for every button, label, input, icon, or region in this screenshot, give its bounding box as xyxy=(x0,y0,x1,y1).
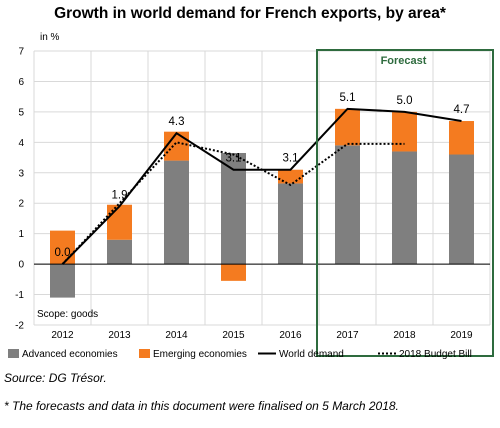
bar-emerging-economies xyxy=(50,230,75,265)
bar-advanced-economies xyxy=(164,160,189,265)
x-tick-label: 2013 xyxy=(108,330,131,341)
budget-bill-line xyxy=(61,141,405,265)
bar-emerging-economies xyxy=(335,108,360,146)
y-tick-label: 1 xyxy=(18,229,24,240)
bar-advanced-economies xyxy=(449,154,474,265)
chart-title: Growth in world demand for French export… xyxy=(54,5,446,22)
y-tick-label: 0 xyxy=(18,260,24,271)
source-note: Source: DG Trésor. xyxy=(4,371,107,385)
data-label: 1.9 xyxy=(112,189,128,201)
y-tick-label: -1 xyxy=(15,290,24,301)
bar-advanced-economies xyxy=(278,183,303,265)
bar-advanced-economies xyxy=(392,151,417,265)
footnote: * The forecasts and data in this documen… xyxy=(4,399,399,413)
bar-emerging-economies xyxy=(392,111,417,152)
legend-label-budget-bill: 2018 Budget Bill xyxy=(399,349,472,360)
bar-emerging-economies xyxy=(449,121,474,155)
world-demand-line xyxy=(61,107,462,265)
bar-advanced-economies xyxy=(221,152,246,265)
forecast-label: Forecast xyxy=(381,55,427,67)
data-label: 3.1 xyxy=(226,153,242,165)
x-tick-label: 2018 xyxy=(393,330,416,341)
y-tick-label: 2 xyxy=(18,199,24,210)
x-tick-label: 2014 xyxy=(165,330,188,341)
data-label: 0.0 xyxy=(55,247,71,259)
data-label: 4.3 xyxy=(169,116,185,128)
x-tick-label: 2015 xyxy=(222,330,245,341)
x-tick-label: 2017 xyxy=(336,330,359,341)
bar-advanced-economies xyxy=(50,264,75,298)
x-tick-label: 2016 xyxy=(279,330,302,341)
legend-label-advanced: Advanced economies xyxy=(22,349,118,360)
bar-emerging-economies xyxy=(221,264,246,281)
data-label: 3.1 xyxy=(283,153,299,165)
bar-chart: -2 -1 0 1 2 3 4 5 6 7 0.0 1.9 4.3 3.1 3.1 5.1 5.0 4.7 Fore… xyxy=(8,32,494,360)
y-tick-label: -2 xyxy=(15,321,24,332)
legend-label-world-demand: World demand xyxy=(279,349,344,360)
y-tick-label: 3 xyxy=(18,168,24,179)
x-tick-label: 2012 xyxy=(51,330,74,341)
legend-label-emerging: Emerging economies xyxy=(153,349,247,360)
unit-label: in % xyxy=(40,32,60,43)
y-tick-label: 7 xyxy=(18,47,24,58)
y-tick-label: 5 xyxy=(18,107,24,118)
y-tick-label: 4 xyxy=(18,138,24,149)
y-tick-label: 6 xyxy=(18,77,24,88)
data-label: 5.1 xyxy=(340,92,356,104)
data-label: 5.0 xyxy=(397,95,413,107)
scope-label: Scope: goods xyxy=(37,309,98,320)
bar-emerging-economies xyxy=(107,204,132,240)
x-tick-label: 2019 xyxy=(450,330,473,341)
data-label: 4.7 xyxy=(454,104,470,116)
forecast-box xyxy=(316,49,494,357)
legend-swatch-emerging xyxy=(139,349,150,358)
legend-swatch-advanced xyxy=(8,349,19,358)
bar-advanced-economies xyxy=(107,239,132,265)
bar-emerging-economies xyxy=(164,131,189,161)
bar-advanced-economies xyxy=(335,145,360,265)
